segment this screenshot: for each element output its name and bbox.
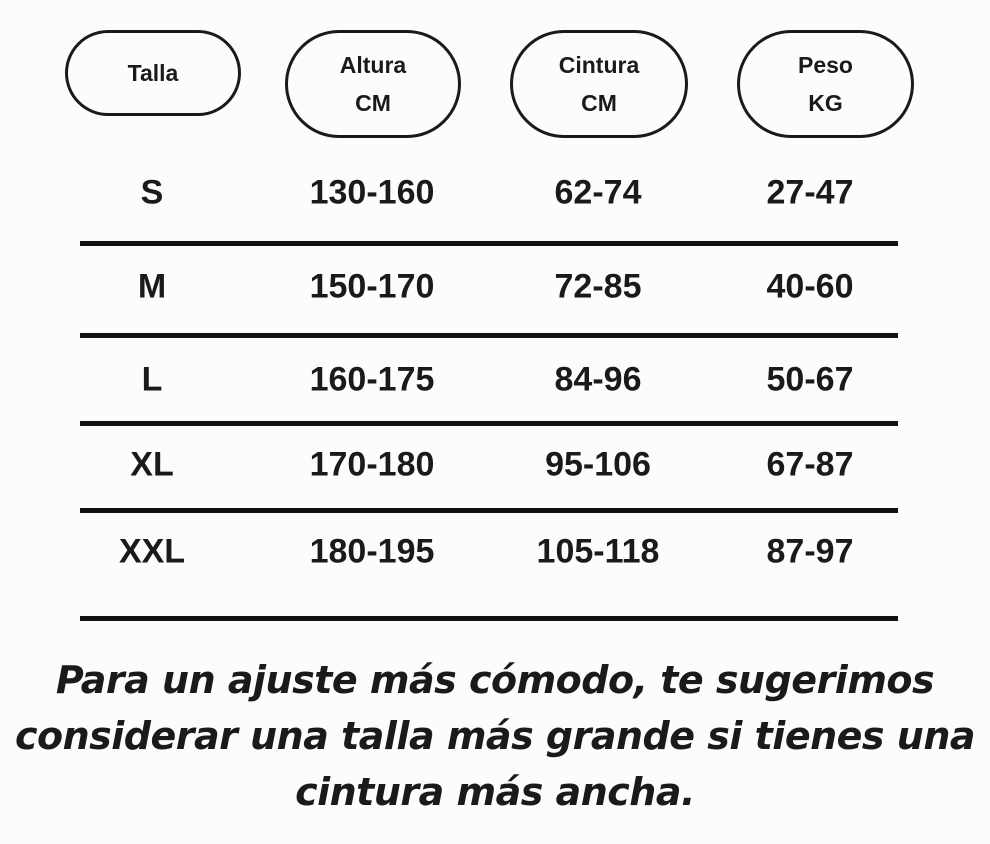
cell-waist: 62-74 — [554, 173, 642, 212]
cell-size: XL — [130, 445, 174, 484]
header-unit: KG — [808, 90, 843, 116]
note-line: cintura más ancha. — [295, 770, 695, 814]
header-cintura: Cintura CM — [510, 30, 688, 138]
cell-size: L — [141, 360, 163, 399]
cell-size: M — [137, 267, 167, 306]
cell-waist: 84-96 — [554, 360, 642, 399]
note-line: Para un ajuste más cómodo, te sugerimos — [55, 658, 935, 702]
cell-weight: 27-47 — [766, 173, 854, 212]
row-divider — [80, 616, 898, 621]
cell-height: 150-170 — [309, 267, 435, 306]
row-divider — [80, 333, 898, 338]
row-divider — [80, 241, 898, 246]
cell-waist: 105-118 — [536, 532, 660, 571]
header-unit: CM — [355, 90, 391, 116]
header-label: Peso — [798, 52, 853, 78]
row-divider — [80, 421, 898, 426]
cell-height: 130-160 — [309, 173, 435, 212]
header-talla: Talla — [65, 30, 241, 116]
note-line: considerar una talla más grande si tiene… — [14, 714, 976, 758]
header-label: Talla — [127, 60, 179, 86]
cell-waist: 72-85 — [554, 267, 642, 306]
cell-size: XXL — [118, 532, 186, 571]
header-unit: CM — [581, 90, 617, 116]
cell-size: S — [140, 173, 164, 212]
cell-height: 170-180 — [309, 445, 435, 484]
cell-weight: 40-60 — [766, 267, 854, 306]
cell-weight: 50-67 — [766, 360, 854, 399]
row-divider — [80, 508, 898, 513]
cell-waist: 95-106 — [545, 445, 651, 484]
cell-height: 160-175 — [309, 360, 435, 399]
cell-height: 180-195 — [309, 532, 435, 571]
header-altura: Altura CM — [285, 30, 461, 138]
header-label: Altura — [339, 52, 407, 78]
cell-weight: 87-97 — [766, 532, 854, 571]
fit-note: Para un ajuste más cómodo, te sugerimos … — [0, 652, 990, 820]
cell-weight: 67-87 — [766, 445, 854, 484]
header-peso: Peso KG — [737, 30, 914, 138]
header-label: Cintura — [558, 52, 640, 78]
